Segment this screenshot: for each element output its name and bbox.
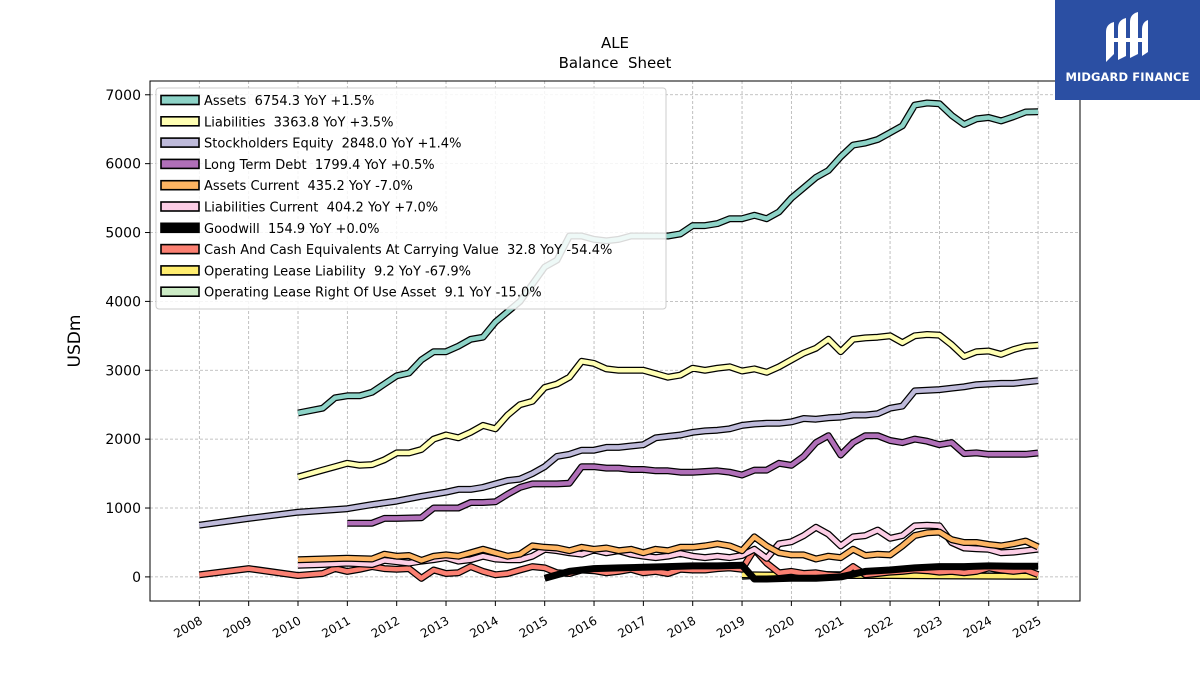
series-line	[297, 99, 1039, 417]
legend-swatch	[160, 116, 200, 127]
y-tick-label: 5000	[105, 226, 141, 242]
series-stroke	[297, 100, 1039, 416]
legend-swatch	[160, 158, 200, 170]
legend-item: Operating Lease Right Of Use Asset 9.1 Y…	[160, 286, 542, 301]
series-line	[198, 377, 1039, 529]
legend-swatch	[160, 265, 200, 276]
x-tick-label: 2016	[566, 613, 599, 640]
y-tick-label: 6000	[105, 157, 141, 173]
legend-swatch	[160, 179, 200, 191]
legend-label: Liabilities 3363.8 YoY +3.5%	[204, 115, 393, 130]
series-stroke	[347, 433, 1039, 526]
x-tick-label: 2009	[221, 613, 254, 640]
x-tick-label: 2010	[270, 613, 303, 640]
legend-item: Long Term Debt 1799.4 YoY +0.5%	[160, 158, 435, 173]
x-tick-label: 2025	[1010, 613, 1043, 640]
legend-item: Liabilities Current 404.2 YoY +7.0%	[160, 201, 438, 216]
x-tick-label: 2021	[813, 613, 846, 640]
legend-swatch	[160, 201, 200, 212]
legend-label: Operating Lease Liability 9.2 YoY -67.9%	[204, 264, 471, 279]
series-line	[543, 561, 1039, 583]
brand-logo: MIDGARD FINANCE	[1055, 0, 1200, 100]
series-stroke	[297, 332, 1039, 480]
chart-title: ALE	[601, 34, 629, 52]
legend-item: Assets 6754.3 YoY +1.5%	[160, 94, 374, 109]
series-line	[347, 432, 1039, 527]
series-line	[297, 528, 1040, 564]
legend-label: Assets 6754.3 YoY +1.5%	[204, 94, 374, 109]
legend: Assets 6754.3 YoY +1.5% Liabilities 3363.…	[155, 87, 667, 310]
x-tick-label: 2018	[665, 613, 698, 640]
series-outline	[297, 331, 1039, 481]
y-tick-label: 1000	[105, 501, 141, 517]
brand-name: MIDGARD FINANCE	[1065, 70, 1190, 84]
series-stroke	[198, 378, 1039, 528]
legend-label: Long Term Debt 1799.4 YoY +0.5%	[204, 158, 435, 173]
legend-item: Operating Lease Liability 9.2 YoY -67.9%	[160, 264, 471, 279]
legend-item: Goodwill 154.9 YoY +0.0%	[160, 222, 379, 237]
x-tick-label: 2011	[319, 613, 352, 640]
x-tick-label: 2019	[714, 613, 747, 640]
legend-swatch	[160, 137, 200, 148]
legend-box	[155, 87, 667, 310]
x-tick-label: 2013	[418, 613, 451, 640]
x-tick-label: 2012	[369, 613, 402, 640]
midgard-logo-icon	[1106, 12, 1148, 62]
legend-label: Liabilities Current 404.2 YoY +7.0%	[204, 201, 438, 216]
legend-label: Cash And Cash Equivalents At Carrying Va…	[204, 243, 612, 258]
y-tick-label: 4000	[105, 294, 141, 310]
y-tick-label: 0	[132, 570, 141, 586]
y-tick-label: 7000	[105, 88, 141, 104]
legend-swatch	[160, 286, 200, 298]
legend-swatch	[160, 243, 200, 255]
series-stroke	[544, 562, 1039, 582]
x-tick-label: 2024	[961, 613, 994, 640]
y-axis-label: USDm	[65, 315, 85, 368]
x-tick-label: 2015	[517, 613, 550, 640]
legend-label: Goodwill 154.9 YoY +0.0%	[204, 222, 379, 237]
series-stroke	[297, 522, 1039, 568]
legend-label: Stockholders Equity 2848.0 YoY +1.4%	[204, 137, 461, 152]
x-tick-label: 2014	[467, 613, 500, 640]
legend-label: Assets Current 435.2 YoY -7.0%	[204, 179, 413, 194]
legend-item: Cash And Cash Equivalents At Carrying Va…	[160, 243, 612, 258]
series-stroke	[297, 529, 1040, 563]
plot-frame	[149, 80, 1081, 602]
legend-swatch	[160, 222, 200, 234]
legend-item: Assets Current 435.2 YoY -7.0%	[160, 179, 413, 194]
x-tick-label: 2022	[862, 613, 895, 640]
series-line	[297, 521, 1039, 569]
x-tick-label: 2008	[171, 613, 204, 640]
series-line	[297, 331, 1039, 481]
y-tick-label: 3000	[105, 363, 141, 379]
y-tick-label: 2000	[105, 432, 141, 448]
chart-subtitle: Balance Sheet	[559, 54, 672, 72]
x-tick-label: 2020	[763, 613, 796, 640]
x-tick-label: 2017	[615, 613, 648, 640]
legend-label: Operating Lease Right Of Use Asset 9.1 Y…	[204, 286, 542, 301]
x-tick-label: 2023	[911, 613, 944, 640]
legend-swatch	[160, 94, 200, 106]
legend-item: Stockholders Equity 2848.0 YoY +1.4%	[160, 137, 461, 152]
series-lines	[198, 99, 1040, 583]
legend-item: Liabilities 3363.8 YoY +3.5%	[160, 115, 393, 130]
